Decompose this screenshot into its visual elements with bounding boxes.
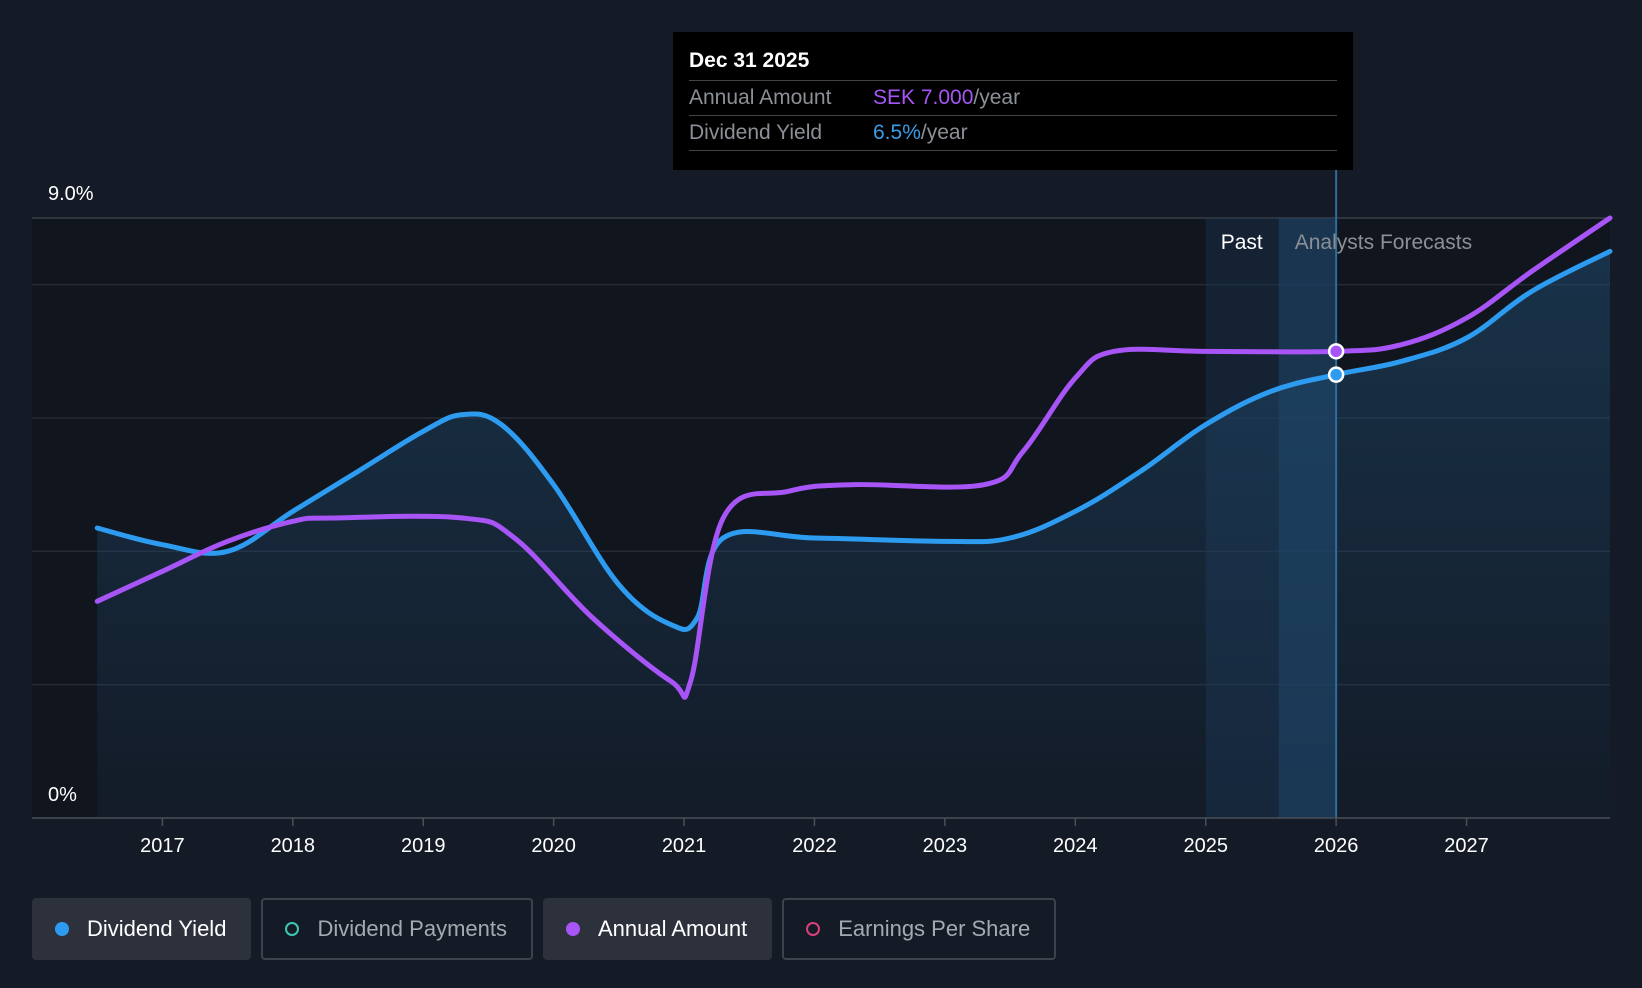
x-tick-label-2020: 2020 xyxy=(531,835,576,857)
x-tick-label-2024: 2024 xyxy=(1053,835,1098,857)
dividend-yield-marker xyxy=(1327,366,1345,383)
tooltip-row-dividend-yield: Dividend Yield 6.5% /year xyxy=(689,116,1337,151)
legend-dividend-payments[interactable]: Dividend Payments xyxy=(261,898,533,960)
analysts-forecasts-label: Analysts Forecasts xyxy=(1295,231,1472,254)
x-tick-label-2027: 2027 xyxy=(1444,835,1489,857)
annual-amount-dot-icon xyxy=(565,922,580,936)
dividend-payments-ring-icon xyxy=(285,922,300,936)
dividend-yield-area xyxy=(97,251,1610,819)
x-tick-label-2018: 2018 xyxy=(271,835,316,857)
tooltip-unit: /year xyxy=(920,121,968,144)
earnings-per-share-ring-icon xyxy=(806,922,821,936)
tooltip-unit: /year xyxy=(973,86,1021,109)
legend-earnings-per-share[interactable]: Earnings Per Share xyxy=(782,898,1057,960)
x-tick-label-2023: 2023 xyxy=(923,835,968,857)
tooltip-value: 6.5% xyxy=(873,121,921,144)
x-tick-label-2019: 2019 xyxy=(401,835,446,857)
tooltip-label: Dividend Yield xyxy=(689,121,823,144)
x-tick-label-2025: 2025 xyxy=(1183,835,1228,857)
tooltip-value: SEK 7.000 xyxy=(873,86,974,109)
legend-annual-amount[interactable]: Annual Amount xyxy=(542,898,773,960)
tooltip-row-annual-amount: Annual Amount SEK 7.000 /year xyxy=(689,81,1337,116)
tooltip-label: Annual Amount xyxy=(689,86,832,109)
tooltip: Dec 31 2025 Annual Amount SEK 7.000 /yea… xyxy=(673,32,1353,170)
past-label: Past xyxy=(1221,231,1263,254)
legend-dividend-yield[interactable]: Dividend Yield xyxy=(32,898,252,960)
legend: Dividend Yield Dividend Payments Annual … xyxy=(32,898,1057,960)
dividend-yield-dot-icon xyxy=(55,922,69,936)
x-tick-label-2022: 2022 xyxy=(792,835,837,857)
x-tick-label-2026: 2026 xyxy=(1314,835,1359,857)
x-tick-label-2017: 2017 xyxy=(140,835,185,857)
legend-label: Dividend Yield xyxy=(87,916,227,941)
y-axis-min-label: 0% xyxy=(48,784,77,806)
annual-amount-marker xyxy=(1327,343,1345,360)
legend-label: Earnings Per Share xyxy=(838,916,1031,941)
tooltip-date: Dec 31 2025 xyxy=(689,46,1337,81)
x-axis-ticks: 2017 2018 2019 2020 2021 2022 2023 2024 2025 2026… xyxy=(140,818,1489,857)
x-tick-label-2021: 2021 xyxy=(662,835,707,857)
y-axis-max-label: 9.0% xyxy=(48,183,94,205)
legend-label: Annual Amount xyxy=(597,916,748,941)
legend-label: Dividend Payments xyxy=(317,916,507,941)
